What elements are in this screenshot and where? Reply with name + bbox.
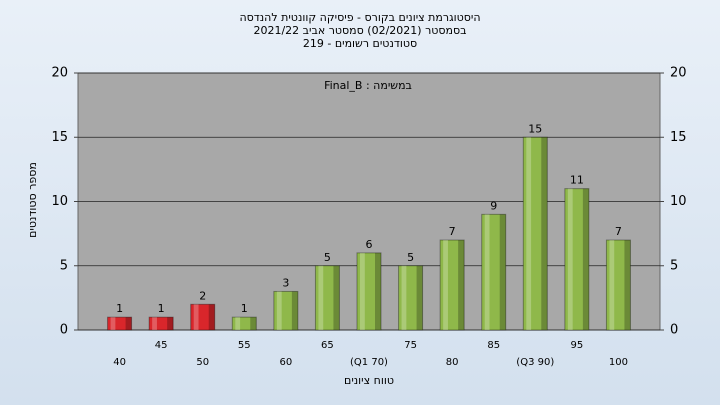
- bar-shade: [250, 317, 257, 330]
- x-tick-label: 60: [279, 357, 292, 368]
- bar: [148, 316, 174, 331]
- y2-tick-label: 15: [670, 130, 687, 145]
- bar: [522, 136, 548, 331]
- bar-shade: [624, 240, 631, 330]
- bar-highlight: [526, 137, 532, 330]
- bar: [190, 303, 216, 331]
- bar-shade: [208, 304, 215, 330]
- bar: [439, 239, 465, 331]
- y2-tick-label: 0: [670, 323, 678, 338]
- x-tick-label: 45: [155, 340, 168, 351]
- bar: [564, 188, 590, 331]
- bar-highlight: [567, 188, 573, 330]
- x-tick-label: (Q3 90): [516, 357, 554, 368]
- y-axis-label: מספר סטודנטים: [26, 162, 39, 238]
- value-label: 7: [615, 225, 622, 238]
- x-tick-label: 40: [113, 357, 126, 368]
- bar-highlight: [193, 304, 199, 330]
- y2-tick-label: 5: [670, 258, 678, 273]
- y2-tick-label: 10: [670, 194, 687, 209]
- x-tick-label: 100: [609, 357, 628, 368]
- value-label: 9: [490, 199, 497, 212]
- value-label: 1: [241, 302, 248, 315]
- x-tick-label: 55: [238, 340, 251, 351]
- bar-shade: [541, 137, 548, 330]
- y-tick-label: 20: [51, 66, 68, 81]
- bar: [605, 239, 631, 331]
- value-label: 15: [528, 122, 542, 135]
- y-tick-label: 0: [60, 323, 68, 338]
- bar-highlight: [484, 214, 490, 330]
- bar: [231, 316, 257, 331]
- bar: [398, 265, 424, 331]
- chart-title: היסטוגרמת ציונים בקורס - פיסיקה קוונטית …: [239, 11, 480, 24]
- chart-subtitle: סטודנטים רשומים - 219: [303, 37, 417, 50]
- bar-highlight: [401, 265, 407, 330]
- x-tick-label: 80: [446, 357, 459, 368]
- bar-shade: [167, 317, 174, 330]
- x-tick-label: 95: [570, 340, 583, 351]
- bar-highlight: [360, 252, 365, 330]
- bar-highlight: [152, 317, 157, 330]
- annotation: במשימה : Final_B: [324, 79, 412, 92]
- bar-shade: [333, 265, 340, 330]
- bar-highlight: [443, 240, 448, 330]
- x-tick-label: (Q1 70): [350, 357, 388, 368]
- bar: [481, 213, 507, 331]
- y-tick-label: 15: [51, 130, 68, 145]
- y-tick-label: 5: [60, 258, 68, 273]
- value-label: 5: [324, 251, 331, 264]
- chart-subtitle: בסמסטר (02/2021) סמסטר אביב 2021/22: [253, 24, 466, 37]
- bar-shade: [291, 291, 298, 330]
- value-label: 11: [570, 174, 584, 187]
- x-tick-label: 85: [487, 340, 500, 351]
- value-label: 1: [116, 302, 123, 315]
- value-label: 3: [282, 276, 289, 289]
- bar-shade: [416, 265, 423, 330]
- bar-shade: [375, 252, 381, 330]
- y2-tick-label: 20: [670, 66, 687, 81]
- bar-shade: [458, 240, 465, 330]
- value-label: 1: [158, 302, 165, 315]
- x-tick-label: 75: [404, 340, 417, 351]
- bar-highlight: [110, 317, 116, 330]
- bar-highlight: [235, 317, 241, 330]
- bar: [356, 252, 382, 331]
- value-label: 5: [407, 251, 414, 264]
- bar-shade: [582, 188, 589, 330]
- bar-highlight: [609, 240, 615, 330]
- bar-shade: [499, 214, 506, 330]
- bar: [314, 265, 340, 331]
- y-tick-label: 10: [51, 194, 68, 209]
- bar: [107, 316, 133, 331]
- value-label: 2: [199, 289, 206, 302]
- bar-highlight: [276, 291, 282, 330]
- bar: [273, 290, 299, 331]
- bar-highlight: [318, 265, 324, 330]
- value-label: 7: [449, 225, 456, 238]
- x-axis-label: טווח ציונים: [344, 374, 394, 387]
- x-tick-label: 65: [321, 340, 334, 351]
- value-label: 6: [366, 238, 373, 251]
- x-tick-label: 50: [196, 357, 209, 368]
- bar-shade: [125, 317, 132, 330]
